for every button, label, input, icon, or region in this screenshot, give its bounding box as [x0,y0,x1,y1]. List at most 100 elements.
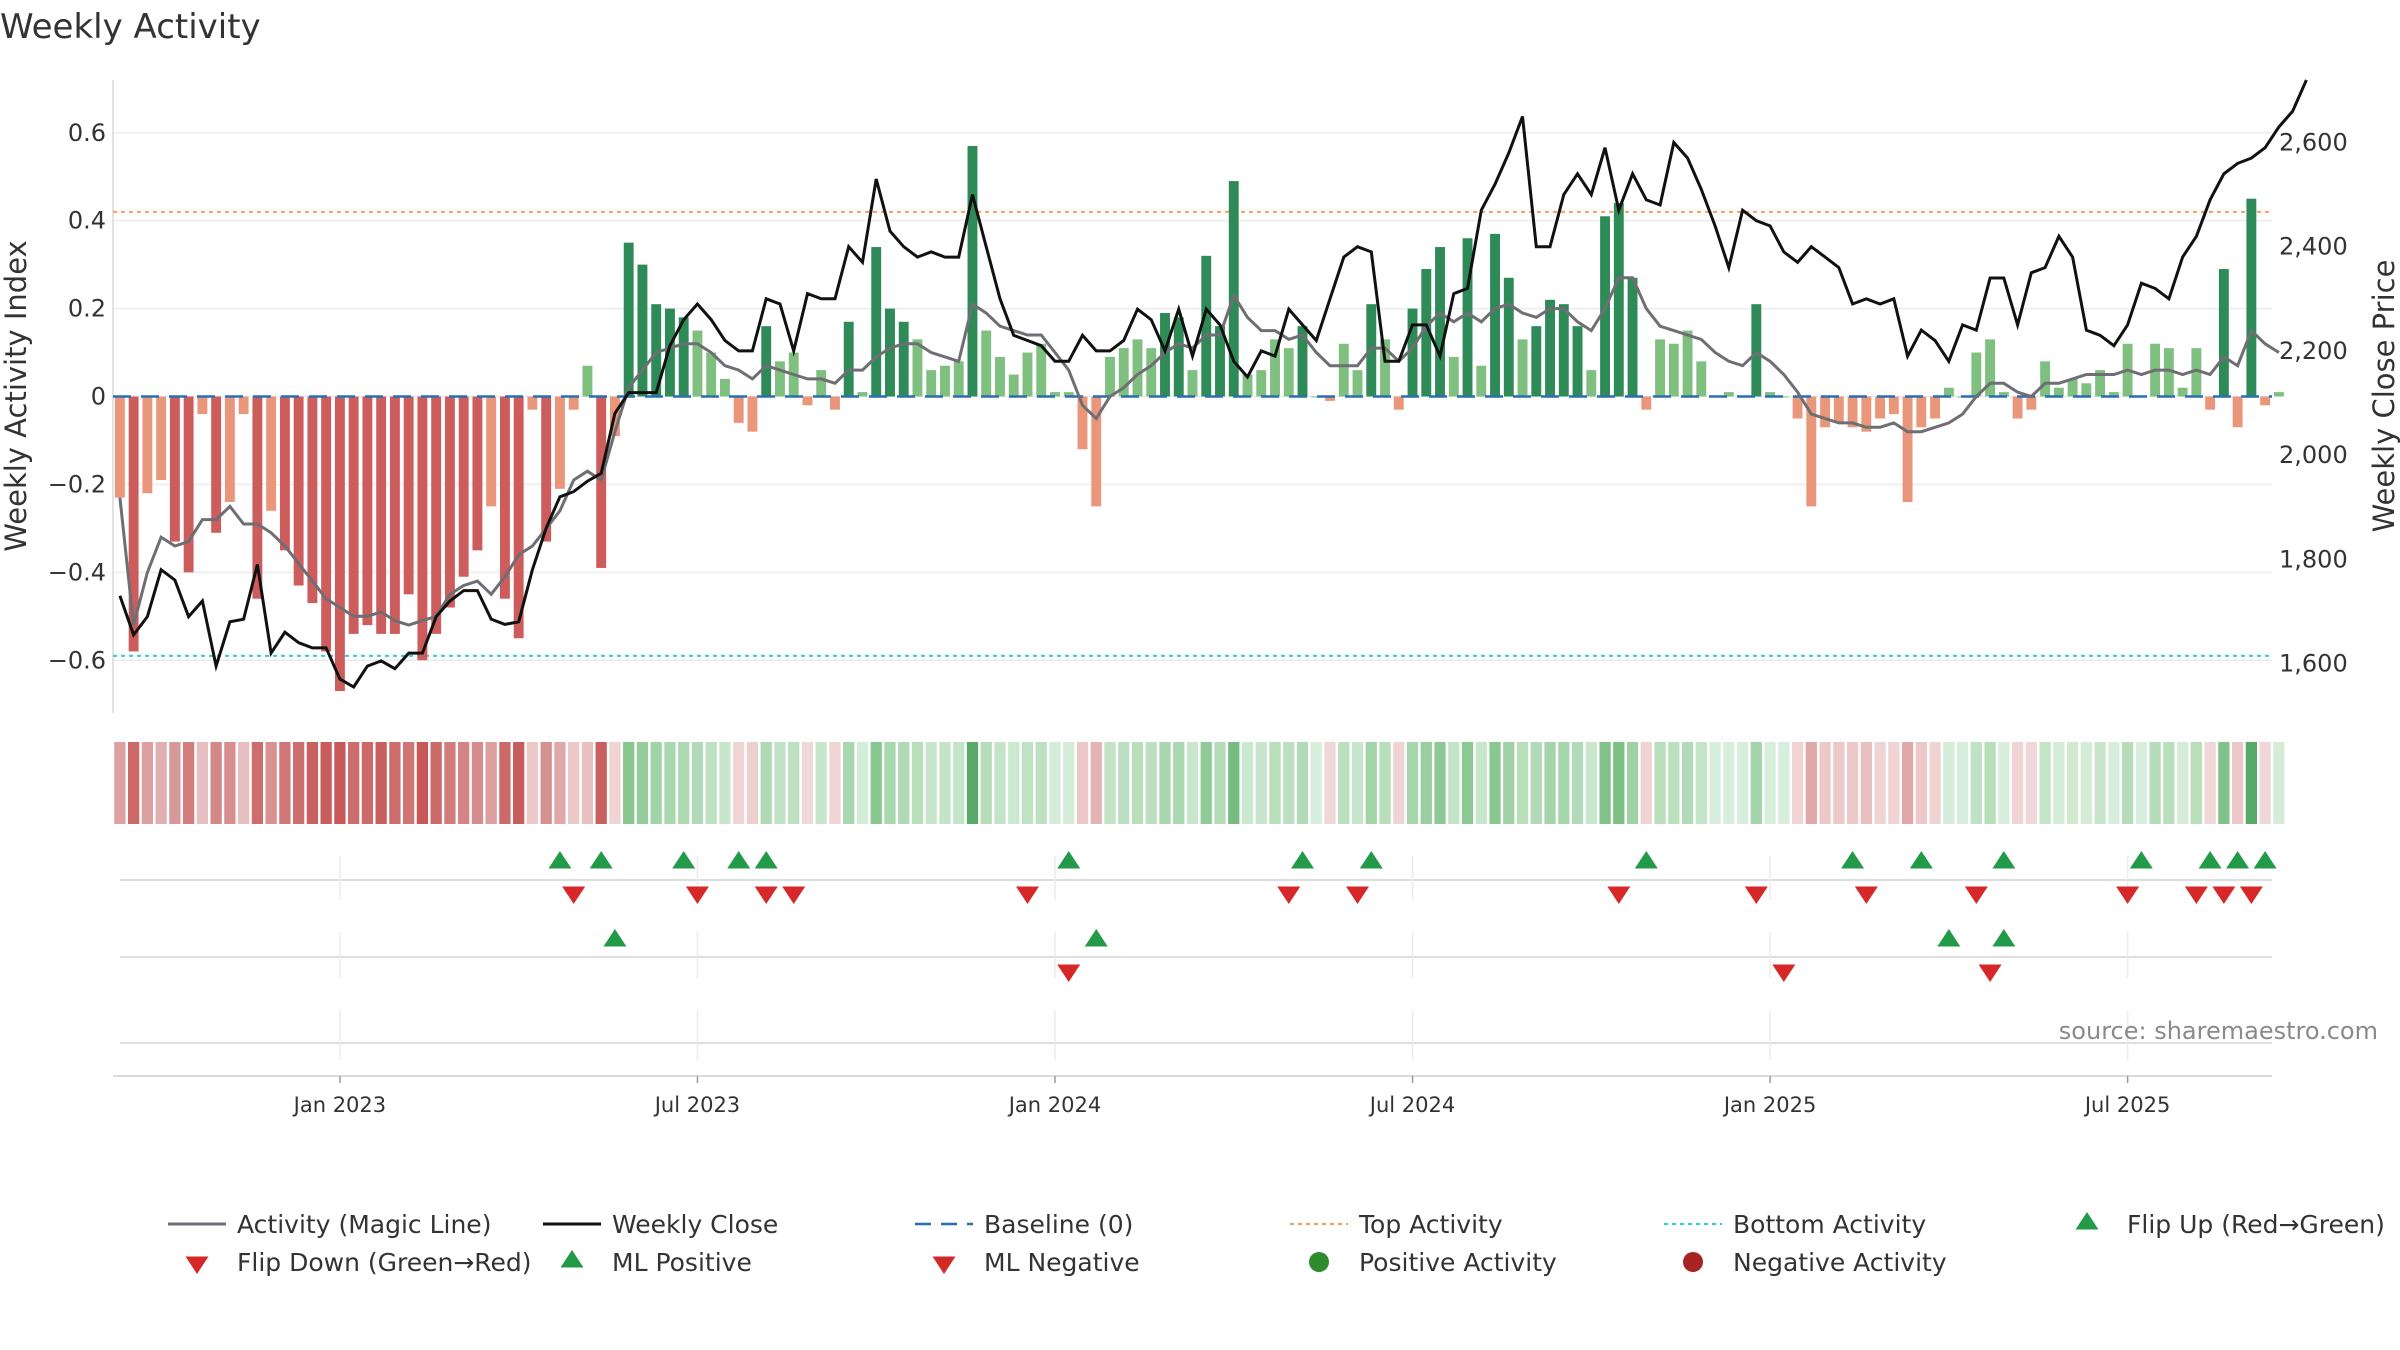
strip-cell-147 [2135,742,2147,824]
activity-bar-75 [1146,348,1157,397]
activity-bar-41 [678,317,689,397]
activity-bar-59 [926,370,937,397]
activity-bar-13 [293,396,304,586]
activity-bar-92 [1380,339,1390,397]
activity-bar-131 [1916,396,1927,428]
activity-bar-52 [830,396,840,410]
strip-cell-143 [2080,742,2092,824]
activity-bar-87 [1311,396,1322,398]
left-axis-label: Weekly Activity Index [0,240,33,551]
legend-item-2: Baseline (0) [915,1210,1133,1239]
activity-bar-25 [458,396,469,577]
flip-up-marker-13 [2198,851,2222,869]
strip-cell-59 [925,742,937,824]
strip-cell-96 [1434,742,1446,824]
flip-up-marker-6 [1291,851,1315,869]
activity-bars [114,145,2284,692]
strip-cell-17 [348,742,360,824]
activity-bar-39 [651,304,662,397]
legend-label-4: Bottom Activity [1733,1210,1926,1239]
strip-cell-50 [801,742,814,824]
flip-down-marker-9 [1854,886,1878,904]
activity-bar-40 [664,308,675,397]
strip-cell-82 [1241,742,1254,824]
activity-bar-32 [554,396,565,489]
strip-cell-113 [1668,742,1680,824]
strip-cell-118 [1736,742,1749,824]
strip-cell-89 [1338,742,1350,824]
flip-up-marker-10 [1909,851,1933,869]
flip-down-marker-5 [1277,886,1301,904]
legend-symbol-8 [932,1256,956,1274]
strip-cell-129 [1888,742,1900,824]
strip-cell-71 [1090,742,1102,824]
activity-bar-66 [1022,352,1033,397]
ml-negative-marker-2 [1978,964,2002,982]
strip-cell-154 [2231,742,2244,824]
activity-bar-98 [1462,238,1473,397]
strip-cell-20 [389,742,401,824]
activity-bar-156 [2260,396,2271,406]
strip-cell-115 [1695,742,1707,824]
activity-bar-86 [1297,326,1308,397]
left-tick-label-1: 0.4 [68,207,106,235]
strip-cell-93 [1393,742,1405,824]
activity-bar-28 [499,396,510,599]
activity-bar-67 [1036,343,1047,397]
activity-heat-strip [114,742,2285,824]
strip-cell-88 [1324,742,1336,824]
strip-cell-24 [444,742,456,824]
strip-cell-120 [1764,742,1776,824]
activity-bar-96 [1435,247,1445,397]
left-tick-label-3: 0 [91,383,106,411]
ml-negative-marker-0 [1057,964,1081,982]
strip-cell-112 [1654,742,1666,824]
activity-bar-132 [1930,396,1941,419]
activity-bar-21 [403,396,414,595]
activity-bar-113 [1668,343,1679,397]
strip-cell-25 [458,742,470,824]
strip-cell-92 [1379,742,1391,824]
strip-cell-49 [788,742,800,824]
activity-bar-80 [1215,326,1225,397]
strip-cell-78 [1186,742,1199,824]
strip-cell-37 [623,742,635,824]
strip-cell-33 [568,742,580,824]
activity-bar-103 [1531,326,1542,397]
legend-symbol-10 [1683,1252,1703,1272]
strip-cell-29 [513,742,525,824]
legend-symbol-6 [185,1256,209,1274]
activity-bar-97 [1448,356,1459,397]
strip-cell-84 [1269,742,1281,824]
activity-bar-10 [252,396,263,599]
strip-cell-26 [471,742,484,824]
strip-cell-94 [1406,742,1419,824]
activity-bar-17 [348,396,359,634]
strip-cell-6 [196,742,209,824]
strip-cell-110 [1626,742,1639,824]
strip-cell-31 [540,742,552,824]
strip-cell-35 [595,742,607,824]
activity-bar-83 [1256,370,1267,397]
strip-cell-108 [1599,742,1611,824]
activity-bar-4 [169,396,180,542]
flip-up-marker-9 [1841,851,1865,869]
strip-cell-90 [1351,742,1364,824]
strip-cell-65 [1008,742,1020,824]
strip-cell-47 [760,742,772,824]
flip-down-marker-12 [2184,886,2208,904]
activity-bar-79 [1201,255,1212,397]
left-tick-label-6: −0.6 [48,646,106,674]
flip-down-marker-6 [1346,886,1370,904]
legend-item-1: Weekly Close [543,1210,778,1239]
date-tick-label-2: Jan 2024 [1007,1093,1102,1117]
activity-bar-51 [816,370,827,397]
strip-cell-66 [1021,742,1034,824]
flip-up-marker-12 [2129,851,2153,869]
activity-bar-109 [1613,203,1624,397]
marker-panel-lines [120,856,2272,1060]
strip-cell-28 [499,742,511,824]
activity-bar-7 [211,396,222,533]
activity-bar-154 [2232,396,2243,428]
